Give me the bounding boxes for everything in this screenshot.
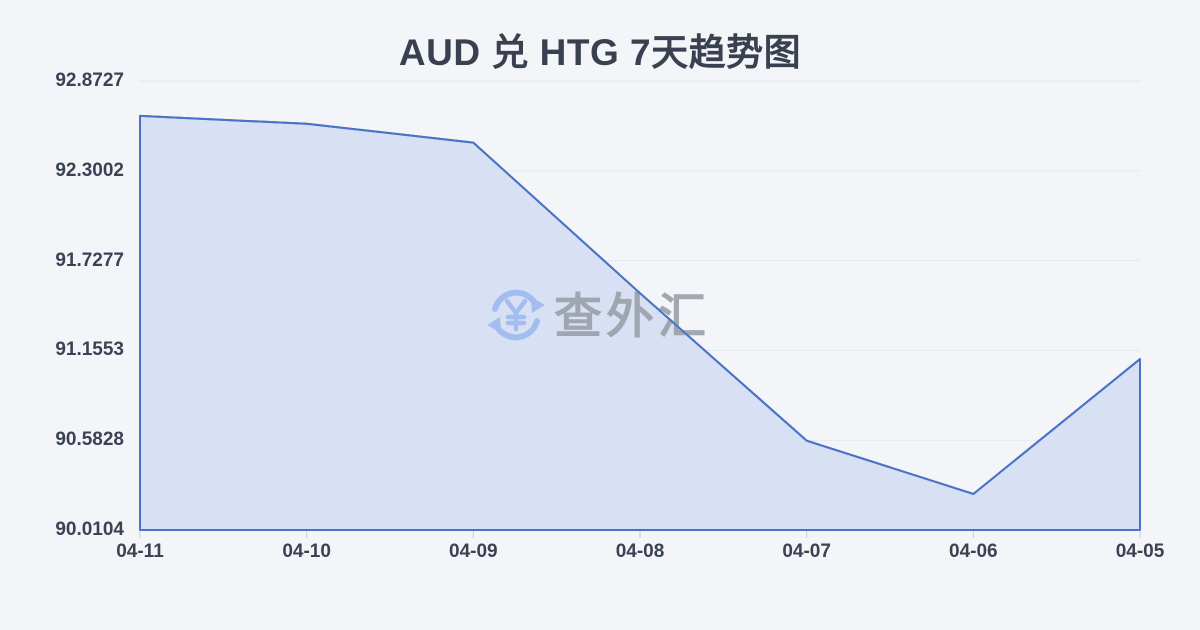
x-axis-label: 04-09 — [449, 541, 498, 562]
y-axis-label: 90.0104 — [55, 519, 124, 540]
y-axis-label: 91.7277 — [55, 249, 124, 271]
watermark-text: 查外汇 — [554, 291, 710, 344]
watermark: 查外汇 — [487, 289, 710, 344]
yuan-symbol-icon — [504, 298, 528, 332]
y-axis-label: 92.3002 — [55, 159, 124, 181]
currency-exchange-icon — [487, 289, 545, 341]
x-axis-label: 04-11 — [116, 541, 164, 562]
y-axis-label: 90.5828 — [55, 429, 124, 451]
y-axis-label: 92.8727 — [55, 70, 124, 91]
x-axis-label: 04-06 — [949, 541, 998, 562]
chart-title: AUD 兑 HTG 7天趋势图 — [398, 32, 802, 73]
x-axis-label: 04-08 — [615, 541, 665, 562]
x-axis-label: 04-10 — [282, 541, 331, 562]
x-axis-label: 04-07 — [782, 541, 831, 562]
trend-line — [139, 114, 1141, 495]
y-axis-label: 91.1553 — [55, 339, 124, 361]
x-axis-label: 04-05 — [1115, 541, 1165, 562]
